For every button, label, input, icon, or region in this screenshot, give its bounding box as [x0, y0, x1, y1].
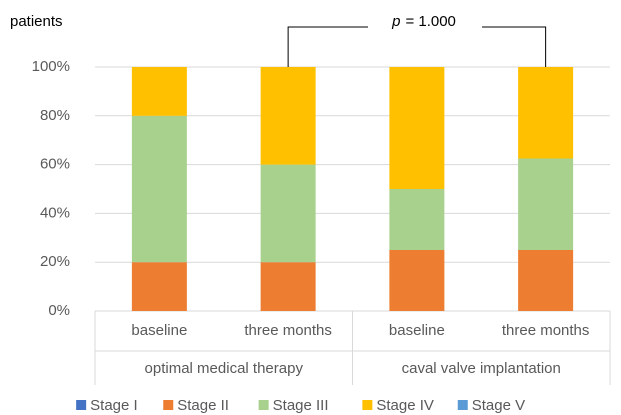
bar-segment	[389, 189, 445, 250]
y-tick-label: 20%	[40, 253, 70, 270]
bar-segment	[260, 67, 316, 165]
legend-swatch	[76, 400, 87, 410]
bar-segment	[131, 67, 187, 116]
bar-segment	[389, 250, 445, 311]
x-tick-label: baseline	[131, 322, 187, 339]
bar-segment	[518, 250, 574, 311]
x-tick-label: three months	[502, 322, 590, 339]
group-label: caval valve implantation	[402, 360, 561, 377]
x-tick-label: three months	[244, 322, 332, 339]
legend-label: Stage III	[273, 397, 329, 414]
legend-swatch	[362, 400, 373, 410]
annotation-symbol: p	[391, 13, 400, 30]
legend-swatch	[457, 400, 468, 410]
bar-segment	[518, 67, 574, 159]
bar-segment	[260, 164, 316, 263]
y-tick-label: 80%	[40, 107, 70, 124]
bracket	[287, 26, 547, 67]
y-tick-label: 100%	[32, 58, 70, 75]
x-tick-label: baseline	[389, 322, 445, 339]
annotation-text: = 1.000	[405, 13, 455, 30]
legend-label: Stage IV	[376, 397, 434, 414]
legend-label: Stage II	[177, 397, 229, 414]
bar-segment	[131, 262, 187, 311]
y-tick-label: 60%	[40, 156, 70, 173]
y-tick-label: 0%	[48, 302, 70, 319]
y-axis-label: patients	[10, 13, 63, 30]
legend-swatch	[163, 400, 174, 410]
y-tick-label: 40%	[40, 204, 70, 221]
bar-segment	[260, 262, 316, 311]
legend-label: Stage I	[90, 397, 138, 414]
legend-label: Stage V	[472, 397, 525, 414]
group-label: optimal medical therapy	[145, 360, 304, 377]
legend-swatch	[258, 400, 269, 410]
bar-segment	[389, 67, 445, 189]
bar-segment	[518, 158, 574, 250]
bar-segment	[131, 115, 187, 263]
annotation: p = 1.000	[391, 13, 456, 30]
